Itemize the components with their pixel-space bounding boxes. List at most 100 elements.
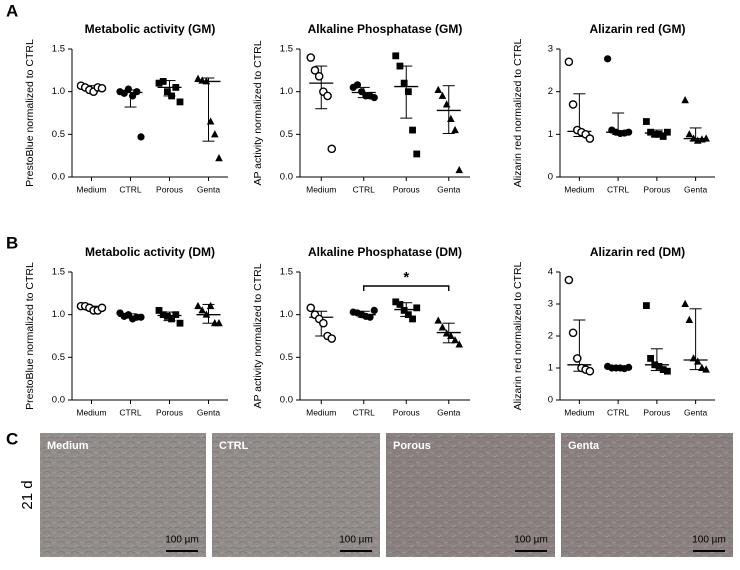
- y-axis-label: Alizarin red normalized to CTRL: [512, 38, 524, 187]
- y-tick-label: 3: [548, 44, 553, 55]
- data-point: [155, 307, 163, 314]
- data-point: [327, 144, 337, 154]
- y-tick-label: 1.0: [52, 86, 65, 97]
- data-point: [585, 366, 595, 376]
- data-point: [655, 130, 663, 138]
- panel-label: B: [6, 233, 18, 252]
- data-point: [306, 53, 316, 62]
- data-point: [689, 354, 698, 362]
- y-tick-label: 0.0: [280, 172, 293, 183]
- data-point: [647, 355, 654, 362]
- y-tick-label: 2: [548, 86, 553, 97]
- scale-label: 100 µm: [339, 535, 373, 546]
- data-point: [447, 114, 455, 122]
- chart-title: Alizarin red (DM): [590, 245, 685, 259]
- data-point: [572, 354, 582, 363]
- panel-label: C: [6, 429, 18, 448]
- x-tick-label: Porous: [643, 184, 670, 194]
- data-point: [314, 72, 324, 81]
- scale-label: 100 µm: [692, 535, 726, 546]
- data-point: [451, 336, 459, 344]
- data-point: [413, 150, 421, 158]
- chart-title: Metabolic activity (DM): [85, 245, 215, 259]
- micrograph-label: Porous: [393, 440, 431, 452]
- data-point: [585, 134, 595, 143]
- panel-label: A: [6, 1, 18, 20]
- data-point: [319, 318, 328, 328]
- data-point: [392, 52, 400, 60]
- chart-title: Alizarin red (GM): [589, 22, 685, 36]
- data-point: [413, 304, 421, 312]
- data-point: [659, 366, 667, 373]
- data-point: [409, 126, 416, 134]
- data-point: [685, 315, 694, 323]
- micrograph-texture: [561, 433, 733, 557]
- data-point: [702, 134, 710, 142]
- data-point: [172, 311, 180, 319]
- data-point: [194, 74, 202, 82]
- data-point: [647, 128, 654, 136]
- data-point: [176, 319, 184, 327]
- chart-title: Alkaline Phosphatase (DM): [308, 245, 462, 259]
- y-tick-label: 1.5: [52, 44, 65, 55]
- data-point: [392, 298, 400, 306]
- data-point: [451, 125, 459, 134]
- data-point: [168, 92, 175, 100]
- micrograph-label: Genta: [568, 440, 600, 452]
- data-point: [323, 91, 332, 101]
- x-tick-label: Medium: [76, 184, 106, 194]
- data-point: [438, 323, 447, 331]
- data-point: [604, 55, 612, 63]
- y-tick-label: 0.0: [280, 395, 293, 406]
- data-point: [438, 91, 447, 99]
- data-point: [215, 319, 223, 327]
- data-point: [434, 85, 443, 93]
- data-point: [400, 79, 408, 87]
- y-tick-label: 4: [548, 267, 553, 278]
- data-point: [396, 301, 404, 308]
- x-tick-label: CTRL: [119, 407, 141, 417]
- data-point: [159, 78, 167, 85]
- data-point: [97, 83, 107, 93]
- data-point: [651, 361, 659, 369]
- y-tick-label: 0: [548, 172, 553, 183]
- micrograph-texture: [212, 433, 380, 557]
- data-point: [442, 100, 451, 108]
- data-point: [698, 363, 706, 371]
- data-point: [693, 357, 702, 365]
- y-tick-label: 0.0: [52, 395, 65, 406]
- y-axis-label: PrestoBlue normalized to CTRL: [24, 39, 36, 187]
- chart-title: Alkaline Phosphatase (GM): [308, 22, 463, 36]
- data-point: [370, 94, 378, 102]
- x-tick-label: CTRL: [607, 407, 629, 417]
- x-tick-label: CTRL: [353, 184, 375, 194]
- data-point: [396, 62, 404, 70]
- data-point: [568, 100, 578, 109]
- data-point: [455, 340, 464, 348]
- y-tick-label: 0: [548, 395, 553, 406]
- data-point: [366, 313, 374, 321]
- x-tick-label: Porous: [393, 407, 420, 417]
- data-point: [404, 88, 412, 96]
- y-tick-label: 1.0: [52, 309, 65, 320]
- data-point: [642, 118, 650, 125]
- data-point: [164, 88, 171, 96]
- data-point: [137, 313, 145, 321]
- x-tick-label: Genta: [437, 184, 460, 194]
- data-point: [198, 306, 206, 314]
- data-point: [159, 311, 167, 319]
- x-tick-label: Genta: [684, 184, 707, 194]
- x-tick-label: Medium: [564, 184, 594, 194]
- y-axis-label: PrestoBlue normalized to CTRL: [24, 262, 36, 410]
- data-point: [133, 88, 141, 96]
- data-point: [202, 77, 211, 85]
- data-point: [655, 363, 663, 370]
- data-point: [400, 307, 408, 314]
- x-tick-label: Medium: [76, 407, 106, 417]
- data-point: [564, 57, 574, 67]
- data-point: [327, 334, 337, 343]
- chart-title: Metabolic activity (GM): [85, 22, 216, 36]
- x-tick-label: Medium: [564, 407, 594, 417]
- data-point: [206, 117, 215, 125]
- x-tick-label: Genta: [197, 184, 220, 194]
